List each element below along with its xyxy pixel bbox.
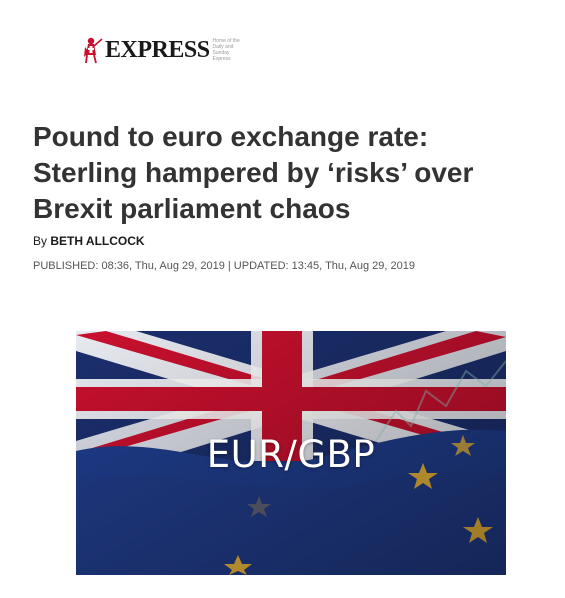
site-masthead[interactable]: EXPRESS Home of the Daily and Sunday Exp… (82, 34, 245, 66)
article-byline: By BETH ALLCOCK (33, 234, 145, 248)
crusader-knight-icon (84, 37, 103, 64)
byline-prefix: By (33, 234, 48, 248)
brand-tagline: Home of the Daily and Sunday Express (212, 38, 240, 62)
brand-logo-text: EXPRESS (105, 37, 210, 63)
hero-caption: EUR/GBP (206, 433, 376, 476)
hero-image: EUR/GBP (76, 331, 506, 575)
article-dates: PUBLISHED: 08:36, Thu, Aug 29, 2019 | UP… (33, 260, 415, 272)
flags-illustration (76, 331, 506, 575)
article-headline: Pound to euro exchange rate: Sterling ha… (33, 121, 474, 224)
author-name[interactable]: BETH ALLCOCK (50, 234, 145, 248)
